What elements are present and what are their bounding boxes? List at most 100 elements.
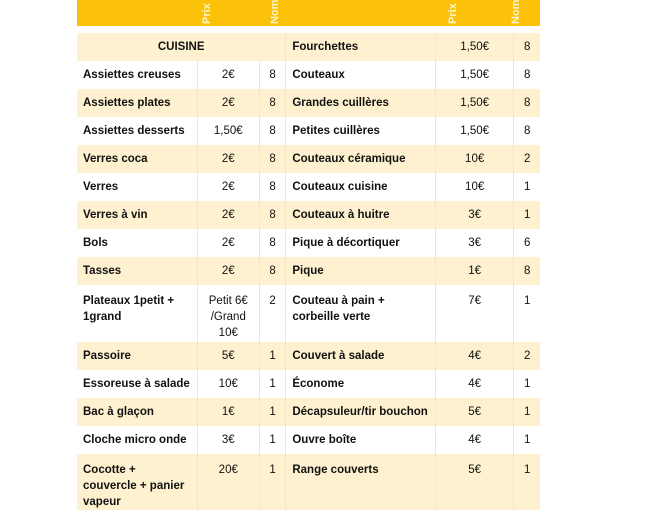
right-name: Couvert à salade <box>285 342 436 370</box>
left-count: 8 <box>258 201 286 229</box>
left-count: 8 <box>258 145 286 173</box>
left-price: 2€ <box>196 61 260 89</box>
left-name: Assiettes creuses <box>77 61 198 89</box>
right-name: Couteaux à huitre <box>285 201 436 229</box>
left-price: 2€ <box>196 257 260 285</box>
right-count: 8 <box>513 33 540 61</box>
right-count: 2 <box>513 342 540 370</box>
header-count-col: Nom <box>269 0 281 24</box>
table-row: Bac à glaçon 1€ 1 Décapsuleur/tir bouchon 5€… <box>77 398 540 426</box>
left-name: Plateaux 1petit + 1grand <box>77 285 198 342</box>
left-name: Assiettes plates <box>77 89 198 117</box>
right-name: Pique <box>285 257 436 285</box>
right-price: 1,50€ <box>434 89 514 117</box>
left-count: 1 <box>258 454 286 510</box>
right-count: 1 <box>513 285 540 342</box>
right-name: Range couverts <box>285 454 436 510</box>
right-price: 4€ <box>434 426 514 454</box>
right-price: 7€ <box>434 285 514 342</box>
right-price: 1,50€ <box>434 33 514 61</box>
table-row: Assiettes plates 2€ 8 Grandes cuillères 1,50… <box>77 89 540 117</box>
table-row: Essoreuse à salade 10€ 1 Économe 4€ 1 <box>77 370 540 398</box>
left-name: Bac à glaçon <box>77 398 198 426</box>
table-row: Plateaux 1petit + 1grand Petit 6€ /Grand … <box>77 285 540 342</box>
right-price: 1,50€ <box>434 61 514 89</box>
right-name: Décapsuleur/tir bouchon <box>285 398 436 426</box>
left-price: 20€ <box>196 454 260 510</box>
table-row: Assiettes desserts 1,50€ 8 Petites cuillère… <box>77 117 540 145</box>
right-count: 1 <box>513 173 540 201</box>
left-name: Passoire <box>77 342 198 370</box>
right-name: Petites cuillères <box>285 117 436 145</box>
right-count: 8 <box>513 257 540 285</box>
right-price: 10€ <box>434 145 514 173</box>
left-count: 1 <box>258 342 286 370</box>
table-row: Verres à vin 2€ 8 Couteaux à huitre 3€ 1 <box>77 201 540 229</box>
header-price-col: Prix de c <box>201 0 213 24</box>
right-price: 3€ <box>434 229 514 257</box>
left-name: Assiettes desserts <box>77 117 198 145</box>
right-price: 1,50€ <box>434 117 514 145</box>
table-row: Verres 2€ 8 Couteaux cuisine 10€ 1 <box>77 173 540 201</box>
right-price: 1€ <box>434 257 514 285</box>
left-count: 1 <box>258 370 286 398</box>
left-name: Verres à vin <box>77 201 198 229</box>
left-count: 8 <box>258 61 286 89</box>
right-name: Économe <box>285 370 436 398</box>
right-price: 4€ <box>434 342 514 370</box>
table-row: Passoire 5€ 1 Couvert à salade 4€ 2 <box>77 342 540 370</box>
table-row: Assiettes creuses 2€ 8 Couteaux 1,50€ 8 <box>77 61 540 89</box>
left-price: 2€ <box>196 89 260 117</box>
right-name: Pique à décortiquer <box>285 229 436 257</box>
left-count: 2 <box>258 285 286 342</box>
right-count: 1 <box>513 370 540 398</box>
left-price: Petit 6€ /Grand 10€ <box>196 285 260 342</box>
left-price: 2€ <box>196 201 260 229</box>
right-count: 1 <box>513 201 540 229</box>
left-count: 8 <box>258 257 286 285</box>
table-header: Prix de c Nom Prix de c Nom <box>77 0 540 26</box>
left-count: 8 <box>258 117 286 145</box>
left-count: 8 <box>258 89 286 117</box>
table-row: Cocotte + couvercle + panier vapeur 20€ 1 R… <box>77 454 540 510</box>
left-name: Cloche micro onde <box>77 426 198 454</box>
right-price: 5€ <box>434 398 514 426</box>
inventory-table: CUISINE Fourchettes 1,50€ 8 Assiettes creuse… <box>77 33 540 510</box>
left-count: 8 <box>258 173 286 201</box>
right-count: 6 <box>513 229 540 257</box>
table-row: Verres coca 2€ 8 Couteaux céramique 10€ 2 <box>77 145 540 173</box>
left-price: 1,50€ <box>196 117 260 145</box>
header-price-col-2: Prix de c <box>447 0 459 24</box>
right-name: Couteaux cuisine <box>285 173 436 201</box>
left-name: Verres coca <box>77 145 198 173</box>
table-row: Cloche micro onde 3€ 1 Ouvre boîte 4€ 1 <box>77 426 540 454</box>
right-price: 5€ <box>434 454 514 510</box>
right-count: 2 <box>513 145 540 173</box>
right-count: 8 <box>513 89 540 117</box>
section-title: CUISINE <box>77 33 286 61</box>
right-price: 10€ <box>434 173 514 201</box>
left-name: Tasses <box>77 257 198 285</box>
right-name: Fourchettes <box>285 33 436 61</box>
table-row: Bols 2€ 8 Pique à décortiquer 3€ 6 <box>77 229 540 257</box>
left-price: 2€ <box>196 173 260 201</box>
right-name: Couteaux céramique <box>285 145 436 173</box>
right-name: Couteaux <box>285 61 436 89</box>
table-row: CUISINE Fourchettes 1,50€ 8 <box>77 33 540 61</box>
left-name: Essoreuse à salade <box>77 370 198 398</box>
right-count: 8 <box>513 61 540 89</box>
table-row: Tasses 2€ 8 Pique 1€ 8 <box>77 257 540 285</box>
right-count: 8 <box>513 117 540 145</box>
left-price: 3€ <box>196 426 260 454</box>
header-count-col-2: Nom <box>510 0 522 24</box>
right-name: Ouvre boîte <box>285 426 436 454</box>
left-price: 10€ <box>196 370 260 398</box>
left-count: 1 <box>258 398 286 426</box>
right-price: 4€ <box>434 370 514 398</box>
left-name: Verres <box>77 173 198 201</box>
left-count: 1 <box>258 426 286 454</box>
right-count: 1 <box>513 454 540 510</box>
right-name: Grandes cuillères <box>285 89 436 117</box>
left-price: 2€ <box>196 145 260 173</box>
left-name: Bols <box>77 229 198 257</box>
